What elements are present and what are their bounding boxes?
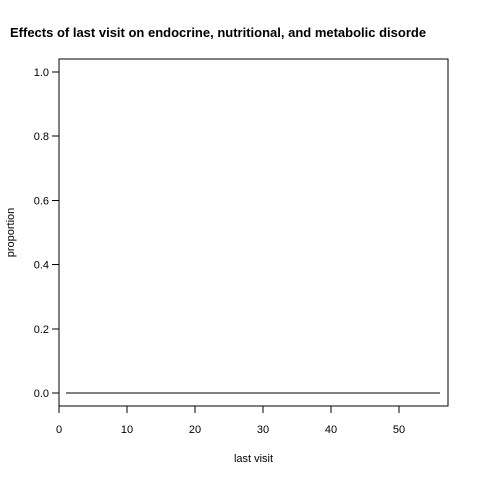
x-tick-label: 20 bbox=[189, 424, 201, 436]
y-tick-label: 0.2 bbox=[34, 324, 49, 336]
y-tick-label: 0.0 bbox=[34, 388, 49, 400]
y-axis-label: proportion bbox=[5, 208, 17, 258]
x-tick-label: 10 bbox=[121, 424, 133, 436]
x-tick-label: 30 bbox=[257, 424, 269, 436]
x-tick-label: 50 bbox=[393, 424, 405, 436]
y-tick-label: 0.8 bbox=[34, 131, 49, 143]
chart-title: Effects of last visit on endocrine, nutr… bbox=[10, 25, 426, 40]
y-ticks: 0.0 0.2 0.4 0.6 0.8 1.0 bbox=[34, 67, 59, 400]
plot-frame bbox=[58, 58, 449, 407]
y-tick-label: 0.6 bbox=[34, 195, 49, 207]
x-axis-label: last visit bbox=[234, 453, 273, 465]
x-tick-label: 40 bbox=[325, 424, 337, 436]
x-tick-label: 0 bbox=[56, 424, 62, 436]
x-ticks: 0 10 20 30 40 50 bbox=[56, 406, 405, 436]
y-tick-label: 0.4 bbox=[34, 260, 49, 272]
y-tick-label: 1.0 bbox=[34, 67, 49, 79]
